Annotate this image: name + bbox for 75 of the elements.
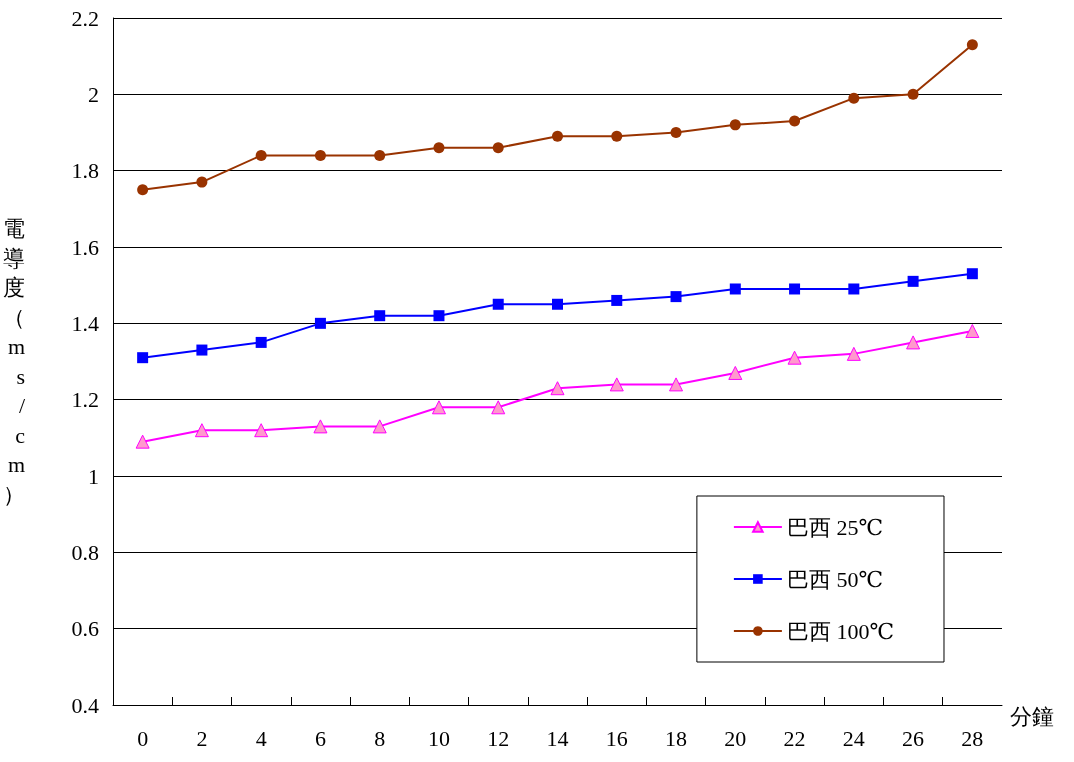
x-tick-label: 8 bbox=[374, 725, 386, 751]
point bbox=[669, 377, 684, 392]
point bbox=[135, 434, 150, 449]
point bbox=[729, 119, 741, 131]
point bbox=[491, 400, 506, 415]
point bbox=[789, 283, 801, 295]
point bbox=[196, 176, 208, 188]
point bbox=[254, 423, 269, 438]
point bbox=[372, 419, 387, 434]
point bbox=[906, 335, 921, 350]
legend-label: 巴西 100℃ bbox=[786, 618, 895, 644]
x-tick-label: 6 bbox=[314, 725, 326, 751]
x-axis-title: 分鐘 bbox=[1010, 703, 1054, 729]
point bbox=[431, 400, 446, 415]
x-tick-label: 24 bbox=[842, 725, 865, 751]
point bbox=[848, 92, 860, 104]
y-tick-label: 1.2 bbox=[71, 387, 99, 413]
point bbox=[314, 317, 326, 329]
point bbox=[611, 130, 623, 142]
point bbox=[492, 142, 504, 154]
x-tick-label: 22 bbox=[783, 725, 806, 751]
point bbox=[374, 149, 386, 161]
x-tick-label: 0 bbox=[137, 725, 149, 751]
x-tick-label: 18 bbox=[665, 725, 688, 751]
legend-label: 巴西 25℃ bbox=[786, 514, 884, 540]
point bbox=[255, 336, 267, 348]
y-tick-label: 0.8 bbox=[71, 539, 99, 565]
x-tick-label: 28 bbox=[961, 725, 984, 751]
point bbox=[552, 298, 563, 310]
point bbox=[789, 115, 801, 127]
y-tick-label: 1.4 bbox=[71, 310, 99, 336]
point bbox=[611, 294, 623, 306]
x-tick-label: 10 bbox=[427, 725, 450, 751]
point bbox=[433, 142, 445, 154]
text: 電導度（ms/cm） bbox=[3, 216, 25, 507]
point bbox=[196, 344, 208, 356]
point bbox=[965, 323, 980, 338]
point bbox=[255, 149, 267, 161]
point bbox=[137, 184, 149, 196]
x-tick-label: 2 bbox=[196, 725, 208, 751]
point bbox=[907, 88, 919, 100]
x-tick-label: 4 bbox=[255, 725, 267, 751]
legend-label: 巴西 50℃ bbox=[786, 566, 884, 592]
y-tick-label: 2 bbox=[88, 81, 99, 107]
x-tick-label: 26 bbox=[902, 725, 925, 751]
point bbox=[670, 127, 682, 138]
x-tick-label: 14 bbox=[546, 725, 569, 751]
point bbox=[729, 283, 741, 295]
point bbox=[314, 149, 326, 161]
point bbox=[787, 350, 802, 365]
point bbox=[728, 365, 743, 380]
point bbox=[846, 346, 861, 361]
point bbox=[907, 275, 919, 287]
point bbox=[670, 291, 682, 303]
point bbox=[966, 39, 978, 51]
y-tick-label: 1.6 bbox=[71, 234, 99, 260]
point bbox=[194, 423, 209, 438]
point bbox=[848, 283, 860, 295]
y-tick-label: 0.4 bbox=[71, 692, 99, 718]
point bbox=[966, 268, 978, 280]
point bbox=[492, 298, 504, 310]
point bbox=[374, 310, 386, 322]
x-tick-label: 20 bbox=[724, 725, 747, 751]
x-tick-label: 12 bbox=[487, 725, 510, 751]
y-tick-label: 1.8 bbox=[71, 158, 99, 184]
point bbox=[550, 381, 565, 396]
point bbox=[552, 130, 563, 142]
y-tick-label: 0.6 bbox=[71, 616, 99, 642]
y-tick-label: 1 bbox=[88, 463, 99, 489]
y-tick-label: 2.2 bbox=[71, 5, 99, 31]
point bbox=[137, 352, 149, 364]
point bbox=[313, 419, 328, 434]
point bbox=[433, 310, 445, 322]
x-tick-label: 16 bbox=[605, 725, 628, 751]
point bbox=[609, 377, 624, 392]
